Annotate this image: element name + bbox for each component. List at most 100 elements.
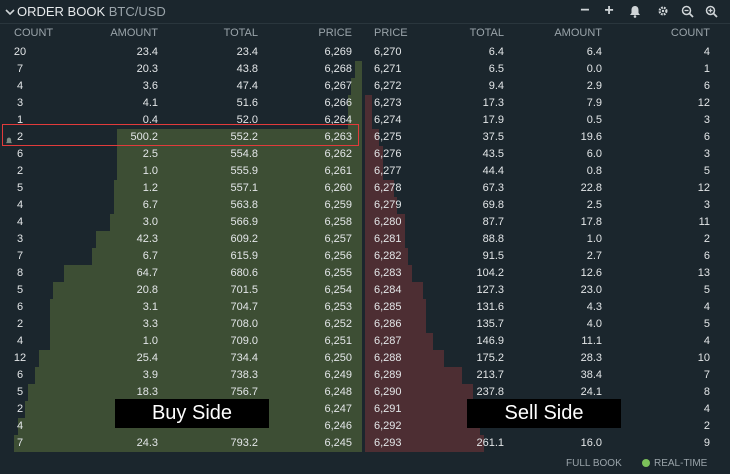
bid-row[interactable]: 4 3.6 47.4 6,267 [0,78,362,95]
ask-price-cell: 6,270 [374,46,402,58]
bid-row[interactable]: 12 25.4 734.4 6,250 [0,350,362,367]
plus-icon[interactable]: + [604,2,614,19]
ask-amount-cell: 28.3 [580,352,602,364]
bid-row[interactable]: 7 20.3 43.8 6,268 [0,61,362,78]
ask-row[interactable]: 6,286 135.7 4.0 5 [365,316,730,333]
ask-price-cell: 6,275 [374,131,402,143]
bid-row[interactable]: 2 1.0 555.9 6,261 [0,163,362,180]
bid-row[interactable]: 5 20.8 701.5 6,254 [0,282,362,299]
bid-row[interactable]: 5 1.2 557.1 6,260 [0,180,362,197]
ask-row[interactable]: 6,278 67.3 22.8 12 [365,180,730,197]
bid-row[interactable]: 2 6,247 [0,401,362,418]
realtime-toggle[interactable]: REAL-TIME [642,458,707,469]
full-book-link[interactable]: FULL BOOK [566,458,622,469]
bid-price-cell: 6,255 [324,267,352,279]
gear-icon[interactable] [654,2,672,20]
ask-row[interactable]: 6,285 131.6 4.3 4 [365,299,730,316]
ask-total-cell: 104.2 [476,267,504,279]
ask-row[interactable]: 6,272 9.4 2.9 6 [365,78,730,95]
bid-row[interactable]: 6 3.1 704.7 6,253 [0,299,362,316]
bid-price-cell: 6,252 [324,318,352,330]
ask-row[interactable]: 6,274 17.9 0.5 3 [365,112,730,129]
ask-row[interactable]: 6,280 87.7 17.8 11 [365,214,730,231]
bid-depth-bar [114,180,362,197]
bid-count-cell: 6 [16,301,24,313]
bid-price-cell: 6,251 [324,335,352,347]
bid-count-cell: 3 [16,233,24,245]
panel-title[interactable]: ORDER BOOK BTC/USD [5,4,166,19]
ask-row[interactable]: 6,292 2 [365,418,730,435]
ask-depth-bar [365,231,405,248]
ask-amount-cell: 4.0 [586,318,602,330]
bid-row[interactable]: 4 1.0 709.0 6,251 [0,333,362,350]
bid-row[interactable]: 4 3.0 566.9 6,258 [0,214,362,231]
ask-row[interactable]: 6,275 37.5 19.6 6 [365,129,730,146]
realtime-label: REAL-TIME [654,458,708,469]
bid-row[interactable]: 3 42.3 609.2 6,257 [0,231,362,248]
bid-depth-bar [50,316,362,333]
bid-row[interactable]: 2 500.2 552.2 6,263 [0,129,362,146]
zoom-out-icon[interactable] [678,2,696,20]
ask-row[interactable]: 6,281 88.8 1.0 2 [365,231,730,248]
ask-row[interactable]: 6,287 146.9 11.1 4 [365,333,730,350]
ask-depth-bar [365,146,383,163]
bid-amount-cell: 20.8 [136,284,158,296]
ask-count-cell: 11 [698,216,710,228]
chevron-down-icon[interactable] [5,8,15,19]
minus-icon[interactable]: − [580,2,590,19]
ask-row[interactable]: 6,293 261.1 16.0 9 [365,435,730,452]
bid-amount-cell: 500.2 [130,131,158,143]
ask-row[interactable]: 6,284 127.3 23.0 5 [365,282,730,299]
ask-row[interactable]: 6,271 6.5 0.0 1 [365,61,730,78]
bid-row[interactable]: 7 24.3 793.2 6,245 [0,435,362,452]
bell-icon[interactable] [626,2,644,20]
bid-depth-bar [96,231,362,248]
ask-row[interactable]: 6,291 4 [365,401,730,418]
bid-count-cell: 2 [16,403,24,415]
ask-depth-bar [365,299,426,316]
bid-row[interactable]: 20 23.4 23.4 6,269 [0,44,362,61]
ask-row[interactable]: 6,282 91.5 2.7 6 [365,248,730,265]
bid-price-cell: 6,267 [324,80,352,92]
bid-row[interactable]: 4 6,246 [0,418,362,435]
ask-row[interactable]: 6,283 104.2 12.6 13 [365,265,730,282]
ask-row[interactable]: 6,276 43.5 6.0 3 [365,146,730,163]
ask-count-cell: 12 [697,182,710,194]
ask-row[interactable]: 6,270 6.4 6.4 4 [365,44,730,61]
ask-depth-bar [365,282,423,299]
ask-depth-bar [365,401,477,418]
zoom-in-icon[interactable] [702,2,720,20]
bid-count-cell: 2 [16,318,24,330]
bid-total-cell: 554.8 [230,148,258,160]
ask-row[interactable]: 6,289 213.7 38.4 7 [365,367,730,384]
ask-amount-cell: 6.0 [586,148,602,160]
bid-row[interactable]: 4 6.7 563.8 6,259 [0,197,362,214]
bid-row[interactable]: 1 0.4 52.0 6,264 [0,112,362,129]
ask-row[interactable]: 6,277 44.4 0.8 5 [365,163,730,180]
ask-count-cell: 4 [703,403,710,415]
bid-row[interactable]: 5 18.3 756.7 6,248 [0,384,362,401]
ask-row[interactable]: 6,290 237.8 24.1 8 [365,384,730,401]
ask-count-cell: 7 [703,369,710,381]
bid-row[interactable]: 7 6.7 615.9 6,256 [0,248,362,265]
ask-count-cell: 4 [703,301,710,313]
ask-row[interactable]: 6,273 17.3 7.9 12 [365,95,730,112]
ask-row[interactable]: 6,279 69.8 2.5 3 [365,197,730,214]
bid-row[interactable]: 6 3.9 738.3 6,249 [0,367,362,384]
ask-row[interactable]: 6,288 175.2 28.3 10 [365,350,730,367]
bid-depth-bar [92,248,362,265]
bid-depth-bar [35,367,362,384]
bid-row[interactable]: 8 64.7 680.6 6,255 [0,265,362,282]
bid-price-cell: 6,245 [324,437,352,449]
price-alert-bell-icon[interactable] [5,132,13,144]
ask-price-cell: 6,286 [374,318,402,330]
ask-depth-bar [365,333,433,350]
bid-row[interactable]: 6 2.5 554.8 6,262 [0,146,362,163]
bid-amount-cell: 42.3 [136,233,158,245]
bid-count-cell: 5 [16,182,24,194]
bid-row[interactable]: 2 3.3 708.0 6,252 [0,316,362,333]
bid-row[interactable]: 3 4.1 51.6 6,266 [0,95,362,112]
ask-count-cell: 3 [703,114,710,126]
bid-col-price: PRICE [318,27,352,39]
ask-count-cell: 4 [703,46,710,58]
